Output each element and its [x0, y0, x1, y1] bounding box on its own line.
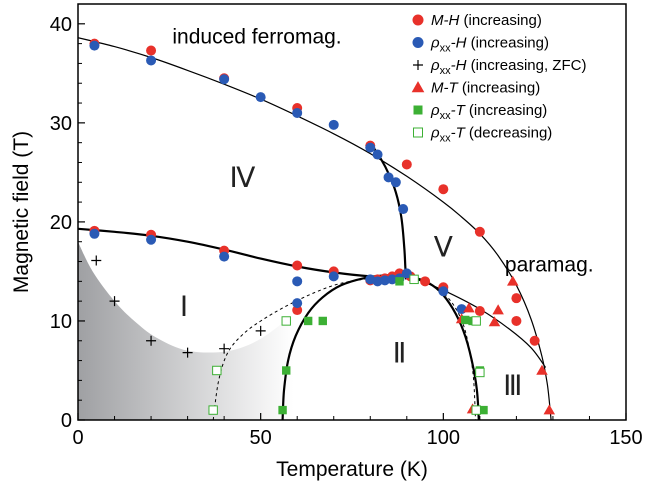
data-point-series-5	[471, 405, 481, 415]
iv-v-boundary-curve	[369, 142, 408, 280]
data-point-series-2	[255, 325, 266, 336]
data-point-series-1	[146, 234, 157, 245]
legend-marker-mh	[412, 14, 424, 26]
data-point-series-2	[146, 335, 157, 346]
data-point-series-3	[492, 304, 504, 315]
data-point-series-1	[401, 268, 412, 279]
data-point-series-1	[219, 74, 230, 85]
legend-marker-rhohzfc	[413, 60, 423, 70]
legend-label-rhoh: ρxx-H (increasing)	[430, 35, 549, 55]
data-point-series-0	[438, 184, 449, 195]
x-tick-label: 50	[250, 427, 272, 449]
data-point-series-0	[420, 276, 431, 287]
data-point-series-4	[395, 277, 404, 286]
data-point-series-0	[474, 306, 485, 317]
phase-ii-dome-curve	[281, 274, 480, 421]
data-point-series-4	[278, 405, 287, 415]
plot-frame	[77, 3, 627, 421]
data-point-series-4	[303, 316, 313, 326]
data-point-series-0	[511, 315, 522, 326]
legend-label-rhohzfc: ρxx-H (increasing, ZFC)	[430, 57, 586, 77]
data-point-series-1	[365, 142, 376, 153]
data-point-series-0	[146, 45, 157, 56]
data-point-series-1	[89, 40, 100, 51]
x-tick-label: 100	[427, 427, 460, 449]
data-point-series-0	[401, 159, 412, 170]
data-point-series-4	[479, 405, 488, 415]
annotation-3: Ⅱ	[393, 339, 407, 370]
data-point-series-1	[292, 298, 303, 309]
dashed-right-curve	[406, 275, 476, 421]
annotation-1: paramag.	[505, 253, 594, 276]
data-point-series-3	[543, 404, 556, 415]
data-point-series-1	[292, 107, 303, 118]
data-point-series-3	[488, 316, 501, 327]
dashed-left-curve	[212, 275, 393, 421]
y-tick-label: 30	[50, 113, 72, 135]
data-point-series-1	[89, 228, 100, 239]
data-point-series-1	[438, 286, 449, 297]
data-point-series-1	[372, 149, 383, 160]
legend: M-H (increasing) ρxx-H (increasing)ρxx-H …	[411, 12, 586, 145]
annotation-4: Ⅲ	[503, 371, 522, 402]
data-point-series-1	[372, 276, 383, 287]
y-axis-title: Magnetic field (T)	[10, 131, 33, 293]
data-point-series-0	[292, 260, 303, 271]
data-point-series-5	[471, 316, 481, 326]
data-point-series-2	[91, 255, 102, 266]
x-tick-label: 0	[72, 427, 83, 449]
y-tick-label: 10	[50, 311, 72, 333]
data-point-series-4	[318, 316, 327, 326]
data-point-series-5	[208, 405, 218, 415]
annotation-2: Ⅰ	[180, 292, 188, 323]
data-point-series-2	[219, 343, 230, 354]
x-axis-title: Temperature (K)	[276, 458, 428, 481]
data-point-series-1	[292, 276, 303, 287]
legend-label-mh: M-H (increasing)	[431, 12, 542, 29]
data-point-series-2	[109, 296, 120, 307]
data-point-series-1	[219, 251, 230, 262]
data-point-series-0	[474, 226, 485, 237]
data-point-series-2	[182, 347, 193, 358]
data-point-series-3	[463, 302, 475, 313]
data-point-series-1	[328, 271, 339, 282]
data-point-series-0	[511, 293, 522, 304]
data-point-series-4	[461, 315, 470, 325]
legend-marker-rhotdec	[413, 127, 423, 138]
y-tick-label: 0	[61, 410, 72, 432]
data-point-series-1	[387, 274, 398, 285]
data-point-series-0	[529, 335, 540, 346]
data-point-series-4	[282, 366, 291, 375]
x-tick-label: 150	[609, 427, 642, 449]
data-point-series-1	[390, 177, 401, 188]
data-point-series-1	[398, 204, 409, 215]
data-point-series-5	[281, 316, 291, 326]
legend-marker-rhoh	[412, 37, 424, 48]
legend-label-mt: M-T (increasing)	[431, 80, 540, 97]
annotation-5: Ⅳ	[229, 163, 255, 194]
data-point-series-3	[536, 364, 548, 375]
data-point-series-1	[383, 172, 394, 183]
data-point-series-3	[506, 275, 519, 286]
data-point-series-0	[292, 305, 303, 316]
iv-lower-boundary-curve	[78, 227, 400, 279]
legend-marker-rhotinc	[413, 105, 423, 115]
data-point-series-1	[328, 119, 339, 130]
y-tick-label: 40	[50, 14, 72, 36]
annotation-6: Ⅴ	[434, 233, 453, 264]
annotation-0: induced ferromag.	[172, 26, 341, 49]
data-point-series-5	[475, 367, 485, 378]
legend-label-rhotdec: ρxx-T (decreasing)	[430, 125, 552, 145]
data-point-series-1	[146, 55, 157, 66]
phase-i-shaded-region	[78, 241, 294, 420]
data-point-series-1	[379, 275, 390, 286]
data-point-series-5	[409, 274, 419, 285]
y-tick-label: 20	[50, 212, 72, 234]
legend-marker-mt	[411, 81, 425, 93]
upper-boundary-curve	[78, 37, 552, 421]
legend-label-rhotinc: ρxx-T (increasing)	[430, 102, 547, 122]
data-point-series-1	[255, 92, 266, 103]
data-point-series-5	[212, 365, 222, 376]
